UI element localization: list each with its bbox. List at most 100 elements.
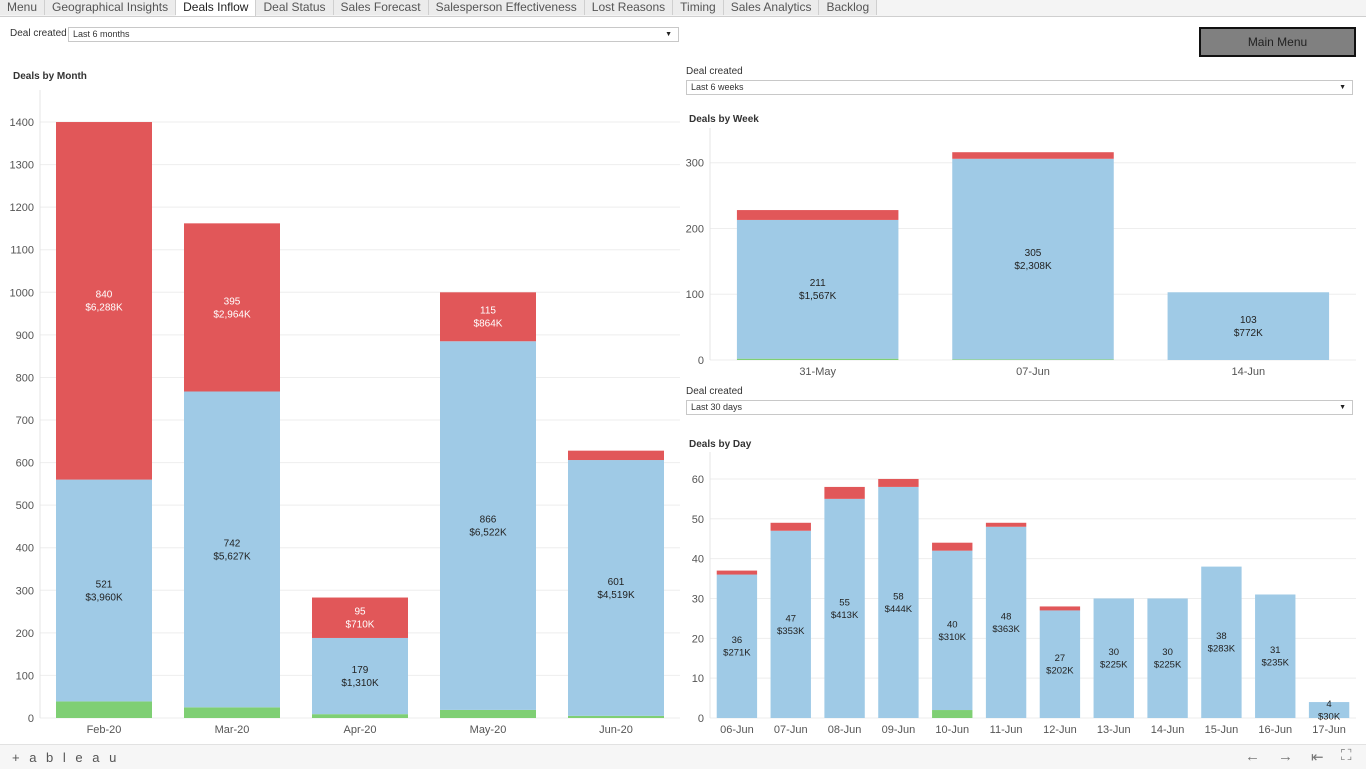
day-data-label: $235K [1262, 658, 1290, 669]
tab-deal-status[interactable]: Deal Status [256, 0, 334, 15]
month-bar-won [184, 707, 280, 718]
week-bar-open [952, 158, 1114, 360]
week-filter-label: Deal created [686, 66, 743, 77]
month-data-label: $864K [474, 319, 503, 330]
week-filter-dropdown[interactable]: Last 6 weeks ▼ [686, 80, 1353, 95]
month-data-label: $4,519K [597, 590, 635, 601]
month-bar-lost [56, 122, 152, 480]
week-chart-group: 0 100 200 300 211 $1,567K 31-May 305 $2,308K 07-J… [686, 128, 1356, 378]
day-x-tick-label: 09-Jun [882, 724, 916, 736]
month-bar-open [312, 637, 408, 715]
month-x-tick-label: Feb-20 [87, 724, 122, 736]
day-filter-dropdown[interactable]: Last 30 days ▼ [686, 400, 1353, 415]
week-data-label: $2,308K [1014, 261, 1052, 272]
footer-toolbar: + a b l e a u ← → ⇤ ⛶ [0, 744, 1366, 769]
week-y-tick-label: 200 [686, 223, 704, 235]
month-data-label: $5,627K [213, 551, 251, 562]
day-filter-value: Last 30 days [691, 402, 743, 412]
month-data-label: $710K [346, 620, 375, 631]
tab-sales-forecast[interactable]: Sales Forecast [333, 0, 429, 15]
month-data-label: 115 [480, 306, 496, 317]
tab-salesperson-effectiveness[interactable]: Salesperson Effectiveness [428, 0, 585, 15]
arrow-right-icon[interactable]: → [1278, 748, 1293, 765]
day-data-label: 58 [893, 591, 904, 602]
day-bar-open [1039, 610, 1081, 718]
main-menu-button[interactable]: Main Menu [1199, 27, 1356, 57]
month-chart-title: Deals by Month [13, 71, 87, 82]
month-bar-lost [568, 450, 664, 461]
day-bar-lost [985, 522, 1027, 527]
month-data-label: $2,964K [213, 309, 251, 320]
week-y-tick-label: 300 [686, 158, 704, 170]
week-data-label: 305 [1025, 248, 1042, 259]
day-y-tick-label: 20 [692, 633, 704, 645]
day-y-tick-label: 0 [698, 713, 704, 725]
week-y-tick-label: 100 [686, 289, 704, 301]
fullscreen-icon[interactable]: ⛶ [1341, 747, 1352, 764]
day-data-label: $353K [777, 626, 805, 637]
month-y-tick-label: 1100 [10, 245, 34, 257]
day-data-label: $271K [723, 648, 751, 659]
month-data-label: 866 [480, 514, 497, 525]
tab-deals-inflow[interactable]: Deals Inflow [176, 0, 257, 16]
month-data-label: 742 [224, 538, 241, 549]
month-data-label: $1,310K [341, 678, 379, 689]
week-bar-won [952, 359, 1114, 360]
month-bar-open [568, 460, 664, 716]
day-data-label: 38 [1216, 631, 1227, 642]
month-y-tick-label: 900 [16, 330, 34, 342]
month-filter-dropdown[interactable]: Last 6 months ▼ [68, 27, 679, 42]
month-y-tick-label: 500 [16, 500, 34, 512]
month-data-label: 601 [608, 577, 625, 588]
day-bar-open [985, 526, 1027, 718]
month-bar-lost [184, 223, 280, 392]
day-data-label: 27 [1055, 653, 1066, 664]
day-chart-group: 0 10 20 30 40 50 60 36 $271K 06-Jun 47 $353K 07-Jun 5… [692, 452, 1356, 736]
day-bar-lost [932, 542, 973, 551]
week-x-tick-label: 14-Jun [1232, 366, 1266, 378]
month-y-tick-label: 100 [16, 670, 34, 682]
chevron-down-icon: ▼ [1339, 404, 1346, 411]
week-filter-value: Last 6 weeks [691, 82, 744, 92]
month-bar-won [568, 715, 664, 718]
day-y-tick-label: 60 [692, 474, 704, 486]
month-bar-lost [312, 597, 408, 638]
day-bar-open [1201, 566, 1242, 718]
week-bar-lost [736, 210, 899, 220]
day-x-tick-label: 06-Jun [720, 724, 754, 736]
tab-sales-analytics[interactable]: Sales Analytics [723, 0, 820, 15]
tab-menu[interactable]: Menu [0, 0, 46, 15]
day-x-tick-label: 16-Jun [1258, 724, 1292, 736]
day-data-label: $413K [831, 610, 859, 621]
tab-timing[interactable]: Timing [673, 0, 724, 15]
month-x-tick-label: Apr-20 [343, 724, 376, 736]
day-bar-lost [878, 478, 919, 487]
day-data-label: $225K [1154, 660, 1182, 671]
tab-backlog[interactable]: Backlog [819, 0, 878, 15]
tab-geographical-insights[interactable]: Geographical Insights [45, 0, 177, 15]
month-data-label: 395 [224, 296, 241, 307]
day-y-tick-label: 50 [692, 514, 704, 526]
month-bar-won [312, 714, 408, 718]
chevron-down-icon: ▼ [1339, 84, 1346, 91]
week-bar-lost [952, 152, 1114, 159]
day-x-tick-label: 15-Jun [1205, 724, 1239, 736]
day-data-label: 47 [785, 613, 796, 624]
first-page-icon[interactable]: ⇤ [1311, 749, 1324, 766]
month-data-label: $6,522K [469, 527, 507, 538]
month-x-tick-label: May-20 [470, 724, 507, 736]
month-bar-open [440, 341, 536, 710]
tab-lost-reasons[interactable]: Lost Reasons [584, 0, 674, 15]
day-data-label: $225K [1100, 660, 1128, 671]
arrow-left-icon[interactable]: ← [1245, 748, 1260, 765]
day-bar-lost [716, 570, 758, 575]
tableau-logo: + a b l e a u [12, 750, 119, 765]
week-data-label: $772K [1234, 328, 1263, 339]
week-chart-title: Deals by Week [689, 114, 759, 125]
day-x-tick-label: 07-Jun [774, 724, 808, 736]
tableau-logo-text: + a b l e a u [12, 750, 120, 765]
month-y-tick-label: 1200 [10, 202, 34, 214]
month-bar-won [56, 701, 152, 718]
day-data-label: 30 [1162, 647, 1173, 658]
month-bar-won [440, 709, 536, 718]
